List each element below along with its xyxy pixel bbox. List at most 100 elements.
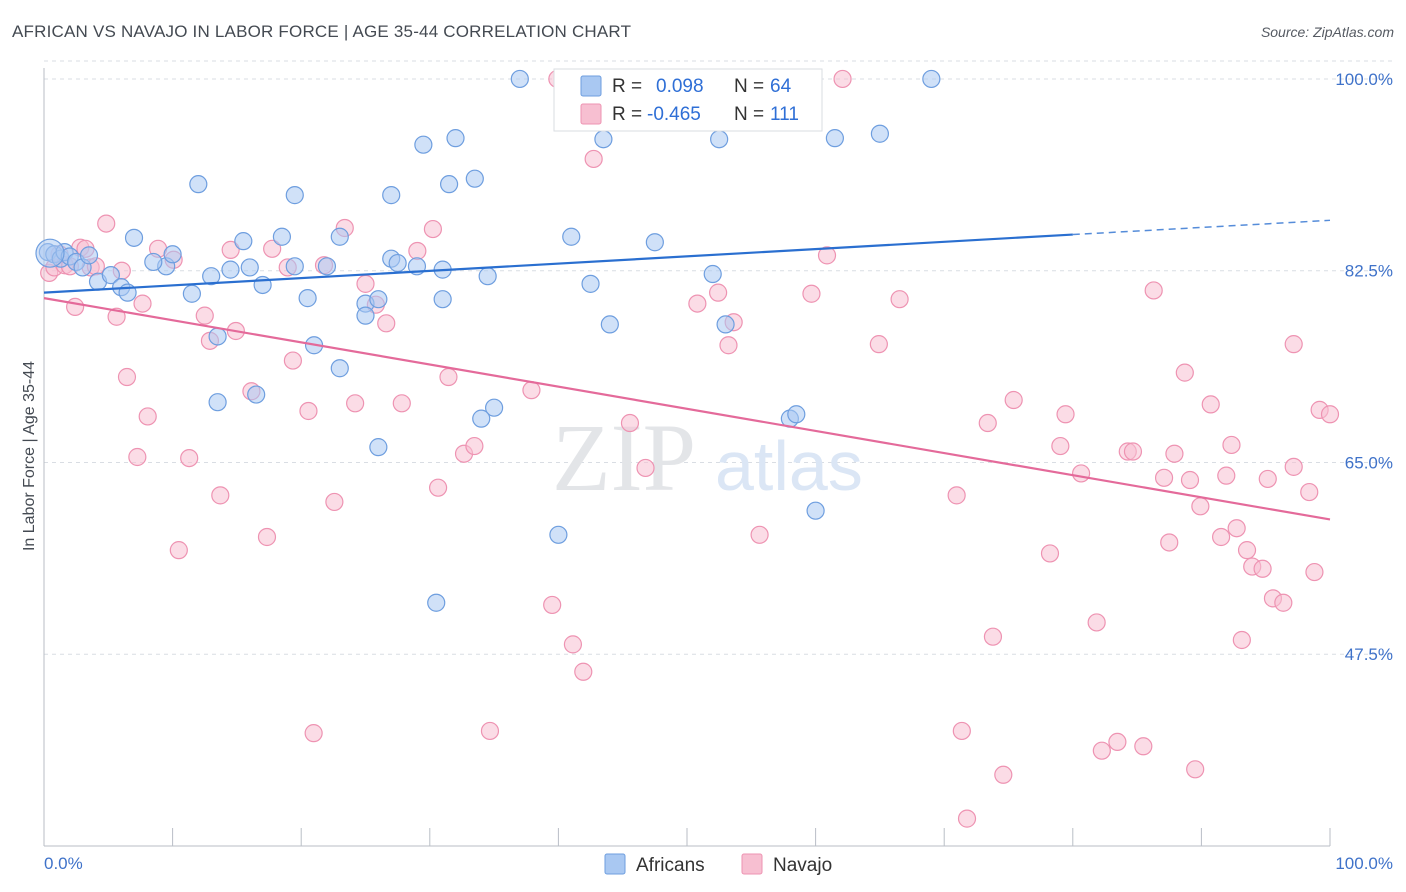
axes [43, 68, 1331, 847]
africans-point-7 [79, 246, 99, 265]
x-tick-label-1: 100.0% [1335, 854, 1393, 873]
navajo-point-100 [1237, 541, 1257, 560]
navajo-point-56 [620, 413, 640, 433]
africans-point-18 [221, 260, 240, 279]
navajo-point-93 [1191, 497, 1210, 516]
africans-point-34 [439, 175, 459, 194]
navajo-point-40 [392, 394, 411, 413]
navajo-point-20 [180, 448, 199, 468]
y-tick-label-0: 47.5% [1345, 645, 1393, 664]
navajo-point-68 [869, 335, 888, 354]
navajo-point-5 [66, 297, 85, 316]
navajo-point-61 [709, 283, 728, 302]
africans-points [35, 69, 941, 612]
africans-point-42 [382, 186, 401, 205]
navajo-point-111 [1320, 405, 1340, 424]
navajo-point-54 [584, 149, 603, 169]
africans-point-66 [549, 525, 568, 544]
africans-point-16 [182, 284, 201, 303]
navajo-point-109 [1305, 562, 1324, 582]
legend-r-label-africans: R = [612, 76, 642, 97]
navajo-point-77 [1040, 544, 1060, 563]
bottom-legend-swatch-navajo [741, 853, 763, 875]
navajo-point-99 [1232, 630, 1251, 650]
africans-trend-extension [1072, 219, 1331, 236]
navajo-point-80 [1087, 613, 1106, 632]
navajo-trend-line [43, 297, 1331, 521]
navajo-point-41 [408, 241, 427, 261]
navajo-point-108 [1300, 482, 1319, 502]
bottom-legend-africans: Africans [636, 855, 705, 876]
africans-point-51 [645, 233, 664, 252]
navajo-point-60 [688, 294, 707, 313]
africans-point-47 [485, 398, 504, 417]
navajo-point-62 [719, 336, 738, 355]
africans-point-14 [144, 252, 163, 272]
y-tick-label-1: 65.0% [1345, 453, 1393, 472]
navajo-point-98 [1227, 519, 1246, 538]
navajo-point-73 [978, 413, 997, 433]
africans-point-25 [298, 289, 317, 308]
navajo-point-71 [952, 721, 971, 741]
africans-point-71 [787, 405, 806, 424]
navajo-point-14 [128, 447, 147, 467]
africans-point-46 [330, 359, 349, 378]
navajo-point-74 [983, 627, 1003, 646]
africans-point-28 [330, 227, 349, 246]
navajo-point-11 [107, 307, 126, 326]
navajo-point-13 [117, 367, 137, 387]
africans-point-44 [208, 393, 227, 412]
africans-point-9 [101, 266, 120, 285]
africans-point-23 [272, 227, 292, 246]
navajo-point-19 [169, 541, 188, 560]
africans-point-49 [600, 315, 619, 334]
navajo-point-70 [947, 486, 966, 505]
navajo-point-107 [1284, 335, 1303, 354]
legend-n-label-navajo: N = [734, 104, 764, 125]
africans-point-30 [369, 290, 388, 309]
africans-point-56 [710, 130, 729, 149]
navajo-point-92 [1186, 760, 1205, 779]
africans-point-53 [716, 315, 735, 334]
navajo-point-67 [833, 69, 852, 89]
navajo-point-85 [1134, 737, 1153, 756]
africans-point-43 [414, 135, 433, 154]
navajo-point-34 [325, 492, 344, 512]
navajo-point-106 [1284, 457, 1303, 476]
y-tick-label-3: 100.0% [1335, 70, 1393, 89]
y-axis-title: In Labor Force | Age 35-44 [21, 361, 38, 551]
africans-point-57 [825, 129, 844, 148]
navajo-point-79 [1071, 464, 1091, 483]
navajo-point-76 [1004, 390, 1023, 410]
navajo-point-96 [1217, 466, 1236, 485]
legend-r-value-navajo: -0.465 [647, 104, 701, 125]
trend-lines [43, 219, 1331, 521]
navajo-point-87 [1154, 468, 1174, 487]
navajo-point-39 [377, 314, 396, 333]
africans-point-63 [806, 501, 825, 520]
navajo-point-23 [211, 486, 230, 505]
legend-r-label-navajo: R = [612, 104, 642, 125]
navajo-point-16 [138, 407, 157, 426]
navajo-point-82 [1108, 732, 1127, 752]
navajo-point-66 [817, 246, 837, 265]
africans-point-62 [472, 409, 491, 428]
navajo-point-81 [1092, 741, 1111, 760]
navajo-point-53 [574, 662, 593, 681]
africans-point-70 [870, 124, 890, 143]
navajo-point-10 [97, 214, 116, 233]
bottom-legend-swatch-africans [604, 853, 626, 875]
navajo-point-94 [1201, 395, 1220, 414]
chart-title: AFRICAN VS NAVAJO IN LABOR FORCE | AGE 3… [12, 22, 632, 41]
navajo-point-75 [994, 765, 1013, 784]
watermark: ZIP atlas [552, 404, 863, 511]
source-label: Source: ZipAtlas.com [1260, 24, 1394, 40]
africans-point-36 [465, 169, 484, 188]
legend-swatch-navajo [580, 103, 602, 125]
bottom-legend-navajo: Navajo [773, 855, 832, 876]
legend-r-value-africans: 0.098 [656, 76, 704, 97]
africans-point-24 [285, 257, 304, 276]
navajo-point-86 [1144, 281, 1163, 300]
navajo-point-57 [636, 458, 655, 478]
